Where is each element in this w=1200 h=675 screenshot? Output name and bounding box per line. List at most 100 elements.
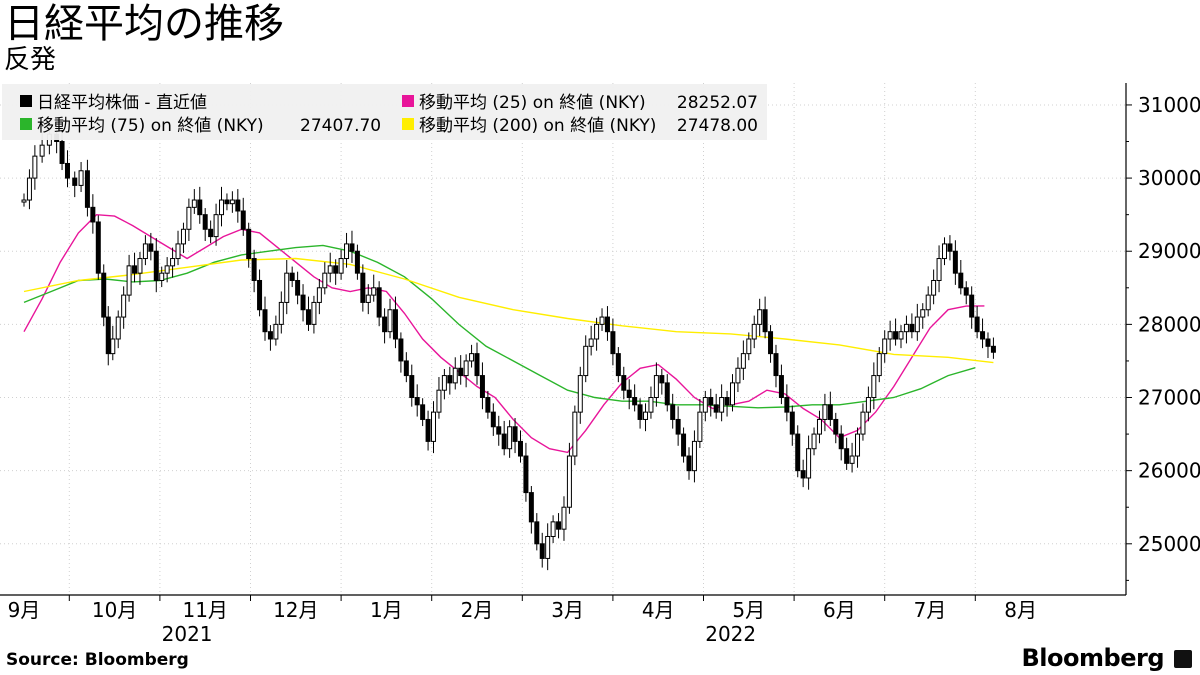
candle-body [95,221,101,274]
y-tick-label: 28000 [1138,312,1200,336]
candle-body [311,301,317,325]
candle-body [365,294,371,303]
legend-swatch [402,118,414,130]
candle-body [583,345,589,377]
candle-body [675,418,681,435]
candle-body [941,243,947,260]
candle-body [26,177,32,201]
x-tick-label: 10月 [92,598,137,622]
candle-body [963,287,969,296]
candle-body [860,411,866,435]
candle-body [550,521,556,537]
candle-body [746,338,752,355]
candle-body [947,243,953,252]
candle-body [382,316,388,333]
candle-body [469,353,475,362]
candle-body [762,309,768,333]
candle-body [702,397,708,413]
candle-body [121,294,127,318]
candle-body [398,338,404,362]
candle-body [556,521,562,530]
candle-body [599,316,605,325]
candle-body [833,418,839,435]
candle-body [816,418,822,435]
candle-body [441,375,447,391]
y-tick-label: 31000 [1138,93,1200,117]
candle-body [376,287,382,318]
candle-body [105,316,111,355]
candle-body [572,411,578,457]
candle-body [371,287,377,296]
candle-body [990,345,996,353]
candle-body [420,404,426,420]
candle-body [142,243,148,260]
candle-body [257,279,263,311]
candle-body [447,375,453,384]
candle-body [208,228,214,238]
candle-body [436,389,442,413]
source-note: Source: Bloomberg [6,650,189,670]
candle-body [115,316,121,340]
legend-label: 移動平均 (200) on 終値 (NKY) [419,116,656,136]
candle-body [523,455,529,494]
candle-body [724,397,730,406]
x-axis: 9月 10月 11月 12月 1月 2月 3月 4月 5月 6月 7月 8月 2021 2022 [0,594,1126,646]
candle-body [392,309,398,340]
candle-body [153,250,159,281]
candle-body [126,265,132,296]
candle-body [463,360,469,377]
candle-body [316,287,322,303]
legend-swatch [20,95,32,107]
candle-body [517,440,523,457]
legend-swatch [402,95,414,107]
legend-label: 移動平均 (25) on 終値 (NKY) [419,93,646,113]
candle-body [251,258,257,281]
x-tick-label: 1月 [370,598,403,622]
candle-body [78,170,84,186]
candle-body [512,426,518,442]
candle-body [229,199,235,205]
candle-body [409,375,415,399]
candle-body [985,338,991,347]
legend-swatch [20,118,32,130]
candle-body [322,272,328,289]
candle-body [539,543,545,559]
candle-body [795,433,801,472]
candle-body [180,228,186,245]
candle-body [871,375,877,399]
candle-body [213,214,219,238]
candle-body [235,199,241,212]
candle-body [403,360,409,377]
candle-body [643,411,649,420]
x-tick-label: 2月 [461,598,494,622]
candle-body [594,323,600,340]
candle-body [333,265,339,274]
candle-body [697,411,703,442]
candle-body [969,294,975,318]
candle-body [101,272,107,318]
candle-body [648,397,654,413]
legend-value: 27407.70 [300,116,381,136]
candle-body [84,170,90,208]
candle-body [931,279,937,296]
candle-body [686,455,692,472]
year-label: 2021 [162,622,213,646]
candle-body [849,455,855,464]
candle-body [936,258,942,281]
x-tick-label: 5月 [732,598,765,622]
legend-label: 移動平均 (75) on 終値 (NKY) [37,116,264,136]
candle-body [474,353,480,377]
candle-body [32,155,38,179]
series-line-ma-1 [23,213,985,454]
candle-body [414,397,420,406]
candle-body [827,404,833,420]
candle-body [708,397,714,406]
chart-title: 日経平均の推移 [4,1,284,47]
candle-body [159,272,165,281]
candle-body [90,206,96,223]
candle-body [691,440,697,472]
candle-body [670,404,676,420]
candle-body [360,272,366,303]
y-tick-label: 29000 [1138,239,1200,263]
